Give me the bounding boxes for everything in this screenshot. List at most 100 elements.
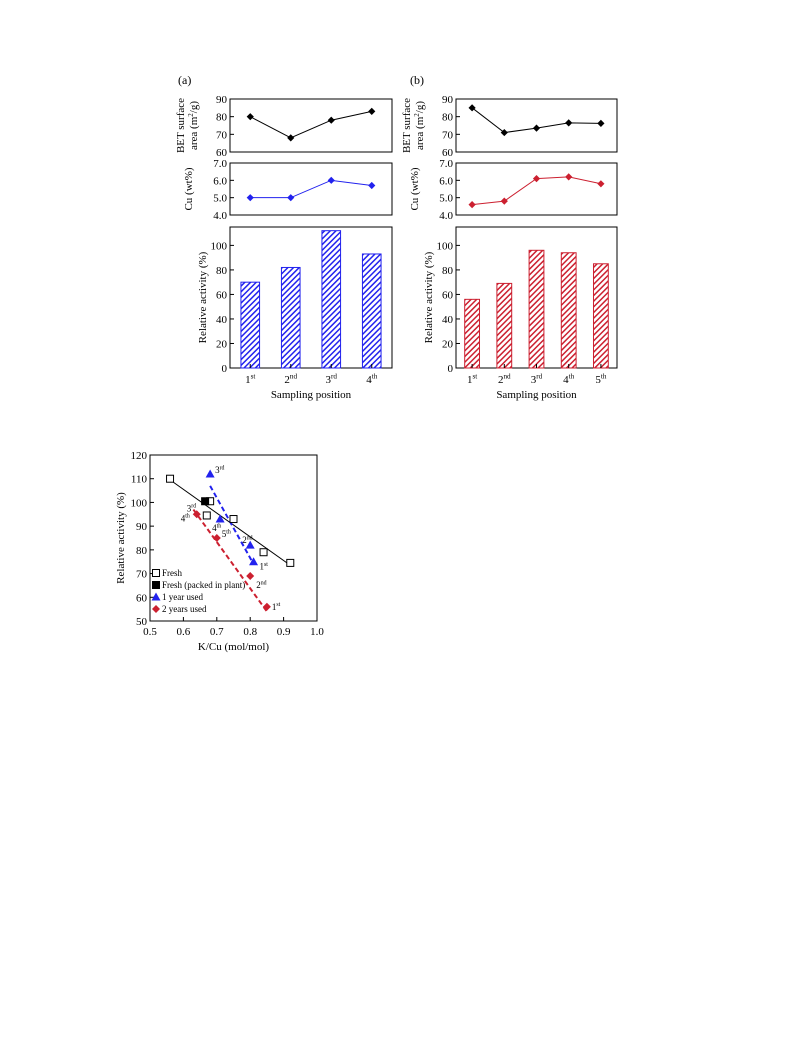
panel-b-bet-frame <box>455 98 618 153</box>
panel-a-cu-point <box>327 176 335 184</box>
panel-b-activity-bar <box>528 249 545 369</box>
panel-b-activity-ylabel: Relative activity (%) <box>423 251 435 343</box>
panel-b-bet-point <box>532 124 541 132</box>
scatter-point-diamond <box>212 534 221 542</box>
panel-b-act-tick-label: 100 <box>437 240 454 252</box>
panel-a-xlabel: Sampling position <box>271 389 352 401</box>
panel-b-activity-bar <box>592 263 609 369</box>
year1-point-label-base: 3 <box>215 465 220 475</box>
year1-point-label: 3rd <box>215 465 224 475</box>
legend-marker-open-square <box>152 569 160 577</box>
scatter-ytick-label: 60 <box>136 592 148 604</box>
legend-marker-triangle <box>151 592 161 601</box>
scatter-point-filled-square <box>201 497 210 506</box>
year2-point-label-base: 3 <box>187 503 192 513</box>
year2-point-label-sup: nd <box>261 580 267 586</box>
panel-a-act-tick-label: 80 <box>216 265 228 277</box>
panel-b-category-label-sup: th <box>569 373 575 381</box>
scatter-xtick-label: 0.7 <box>210 626 224 638</box>
scatter-ytick-label: 120 <box>131 450 148 462</box>
scatter-point-diamond <box>246 571 255 580</box>
panel-a-bet-ylabel-line1: BET surface <box>175 98 187 153</box>
year2-point-label: 5th <box>222 529 231 539</box>
scatter-xtick-label: 0.6 <box>177 626 191 638</box>
scatter-point-diamond <box>262 602 271 611</box>
scatter-point-open-square <box>202 511 211 520</box>
year1-point-label-sup: st <box>264 562 268 568</box>
panel-a-act-frame <box>229 226 393 369</box>
panel-a-category-label: 3rd <box>326 373 338 386</box>
panel-a-activity-bar <box>240 281 261 369</box>
panel-b-category-label: 4th <box>563 373 574 386</box>
panel-a-category-label-sup: st <box>251 373 256 381</box>
year1-point-label: 1st <box>260 562 269 572</box>
scatter-xtick-label: 1.0 <box>310 626 324 638</box>
year2-point-label: 3rd <box>187 503 196 513</box>
panel-a-cu-ylabel: Cu (wt%) <box>183 167 195 210</box>
panel-a-cu-point <box>246 194 254 202</box>
panel-a-activity-bar <box>280 266 301 369</box>
scatter-xtick-label: 0.9 <box>277 626 291 638</box>
panel-a-bet-point <box>246 113 254 121</box>
panel-a-category-label: 4th <box>366 373 377 386</box>
bet-ylabel-tail: /g) <box>188 101 200 114</box>
bet-ylabel-sup: 2 <box>413 113 421 117</box>
panel-a-category-label-base: 4 <box>366 374 372 386</box>
year1-point-label: 4th <box>212 523 221 533</box>
panel-b-cu-tick-label: 4.0 <box>439 210 453 222</box>
panel-b-bet-ylabel-line1: BET surface <box>401 98 413 153</box>
scatter-point-triangle <box>205 469 215 478</box>
panel-b-act-tick-label: 0 <box>448 363 454 375</box>
panel-a-activity-bar <box>321 230 342 369</box>
legend-label: 1 year used <box>162 592 203 602</box>
panel-b-category-label-base: 3 <box>531 374 537 386</box>
panel-b-act-tick-label: 80 <box>442 265 454 277</box>
bet-ylabel-sup: 2 <box>187 113 195 117</box>
panel-a-cu-tick-label: 6.0 <box>213 175 227 187</box>
scatter-point-open-square <box>286 558 295 567</box>
scatter-point-open-square <box>166 474 175 483</box>
legend-label: Fresh <box>162 568 182 578</box>
panel-a-bet-series-line <box>250 110 372 139</box>
panel-b-act-tick-label: 40 <box>442 314 454 326</box>
panel-b-category-label: 3rd <box>531 373 543 386</box>
scatter-xlabel: K/Cu (mol/mol) <box>198 641 270 653</box>
panel-a-act-tick-label: 0 <box>222 363 228 375</box>
panel-a-category-label: 2nd <box>284 373 297 386</box>
year2-point-label-sup: th <box>226 529 231 535</box>
panel-a-bet-frame <box>229 98 393 153</box>
year2-point-label-base: 5 <box>222 529 227 539</box>
scatter-ytick-label: 50 <box>136 616 148 628</box>
panel-a-cu-tick-label: 4.0 <box>213 210 227 222</box>
scatter-xtick-label: 0.5 <box>143 626 157 638</box>
panel-b-category-label-sup: rd <box>536 373 542 381</box>
panel-a-cu-point <box>287 194 295 202</box>
panel-a-bet-point <box>287 134 295 142</box>
panel-a-cu-tick-label: 7.0 <box>213 158 227 170</box>
panel-b-bet-point <box>500 128 508 137</box>
panel-b-cu-tick-label: 5.0 <box>439 193 453 205</box>
scatter-ytick-label: 80 <box>136 545 148 557</box>
panel-a-bet-tick-label: 60 <box>216 147 228 159</box>
legend-label: Fresh (packed in plant) <box>162 580 245 590</box>
legend-marker-filled-square <box>152 581 160 589</box>
scatter-ytick-label: 110 <box>131 474 148 486</box>
scatter-ylabel: Relative activity (%) <box>115 492 127 584</box>
panel-b-category-label-base: 5 <box>595 374 601 386</box>
panel-b-category-label-sup: st <box>472 373 477 381</box>
year2-point-label-sup: rd <box>191 504 196 510</box>
panel-a-category-label-sup: th <box>372 373 378 381</box>
panel-b-category-label-base: 4 <box>563 374 569 386</box>
panel-b-cu-point <box>532 175 541 183</box>
panel-b-cu-point <box>597 180 605 188</box>
panel-b-bet-point <box>565 119 573 127</box>
panel-b-cu-ylabel: Cu (wt%) <box>409 167 421 210</box>
scatter-point-open-square <box>229 515 238 524</box>
panel-b-activity-bar <box>560 252 577 369</box>
scatter-ytick-label: 100 <box>131 497 148 509</box>
scatter-point-triangle <box>249 557 259 566</box>
scatter-ytick-label: 90 <box>136 521 148 533</box>
panel-a-bet-tick-label: 90 <box>216 94 228 106</box>
